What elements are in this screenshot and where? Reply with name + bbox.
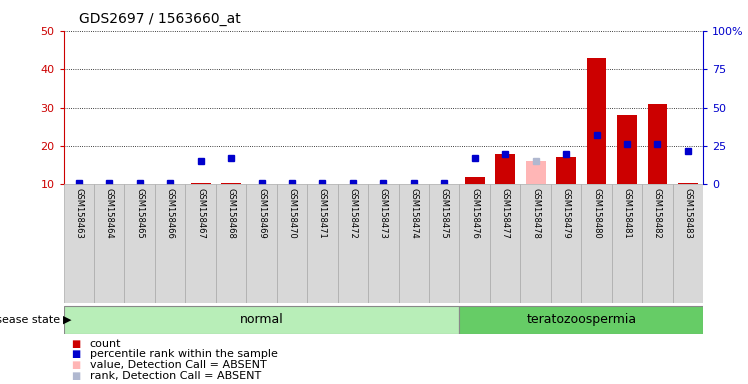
Bar — [307, 184, 337, 303]
Text: GSM158480: GSM158480 — [592, 188, 601, 238]
Bar — [648, 104, 667, 184]
Text: GSM158483: GSM158483 — [684, 188, 693, 239]
Bar — [459, 184, 490, 303]
Bar — [429, 184, 459, 303]
Text: GDS2697 / 1563660_at: GDS2697 / 1563660_at — [79, 12, 240, 25]
Bar — [678, 183, 698, 184]
Bar — [586, 58, 607, 184]
Bar — [94, 184, 124, 303]
Bar — [551, 184, 581, 303]
Bar — [459, 306, 703, 333]
Bar — [221, 183, 241, 184]
Bar — [581, 184, 612, 303]
Bar — [557, 157, 576, 184]
Bar — [186, 184, 216, 303]
Bar — [124, 184, 155, 303]
Text: percentile rank within the sample: percentile rank within the sample — [90, 349, 278, 359]
Text: GSM158478: GSM158478 — [531, 188, 540, 239]
Bar — [465, 177, 485, 184]
Text: GSM158468: GSM158468 — [227, 188, 236, 239]
Bar — [368, 184, 399, 303]
Bar — [672, 184, 703, 303]
Bar — [399, 184, 429, 303]
Bar — [64, 184, 94, 303]
Text: rank, Detection Call = ABSENT: rank, Detection Call = ABSENT — [90, 371, 261, 381]
Text: GSM158481: GSM158481 — [622, 188, 631, 238]
Bar — [155, 184, 186, 303]
Bar — [612, 184, 643, 303]
Bar — [526, 183, 545, 184]
Text: ■: ■ — [71, 339, 80, 349]
Text: GSM158471: GSM158471 — [318, 188, 327, 238]
Text: disease state: disease state — [0, 314, 60, 325]
Bar — [617, 115, 637, 184]
Text: GSM158464: GSM158464 — [105, 188, 114, 238]
Bar — [191, 183, 210, 184]
Bar — [246, 184, 277, 303]
Text: GSM158463: GSM158463 — [74, 188, 83, 239]
Text: ■: ■ — [71, 349, 80, 359]
Bar — [495, 154, 515, 184]
Text: GSM158470: GSM158470 — [287, 188, 296, 238]
Bar — [216, 184, 246, 303]
Text: teratozoospermia: teratozoospermia — [527, 313, 637, 326]
Text: GSM158466: GSM158466 — [165, 188, 175, 239]
Bar — [277, 184, 307, 303]
Bar — [64, 306, 459, 333]
Text: GSM158477: GSM158477 — [500, 188, 509, 239]
Bar — [490, 184, 521, 303]
Text: GSM158475: GSM158475 — [440, 188, 449, 238]
Text: GSM158473: GSM158473 — [378, 188, 388, 239]
Text: value, Detection Call = ABSENT: value, Detection Call = ABSENT — [90, 360, 266, 370]
Text: GSM158479: GSM158479 — [562, 188, 571, 238]
Bar — [337, 184, 368, 303]
Text: GSM158476: GSM158476 — [470, 188, 479, 239]
Text: GSM158469: GSM158469 — [257, 188, 266, 238]
Text: ▶: ▶ — [63, 314, 71, 325]
Text: GSM158465: GSM158465 — [135, 188, 144, 238]
Text: count: count — [90, 339, 121, 349]
Bar — [526, 161, 545, 184]
Text: ■: ■ — [71, 371, 80, 381]
Bar — [521, 184, 551, 303]
Text: GSM158474: GSM158474 — [409, 188, 418, 238]
Text: normal: normal — [239, 313, 283, 326]
Bar — [643, 184, 672, 303]
Text: GSM158472: GSM158472 — [349, 188, 358, 238]
Text: GSM158467: GSM158467 — [196, 188, 205, 239]
Text: GSM158482: GSM158482 — [653, 188, 662, 238]
Text: ■: ■ — [71, 360, 80, 370]
